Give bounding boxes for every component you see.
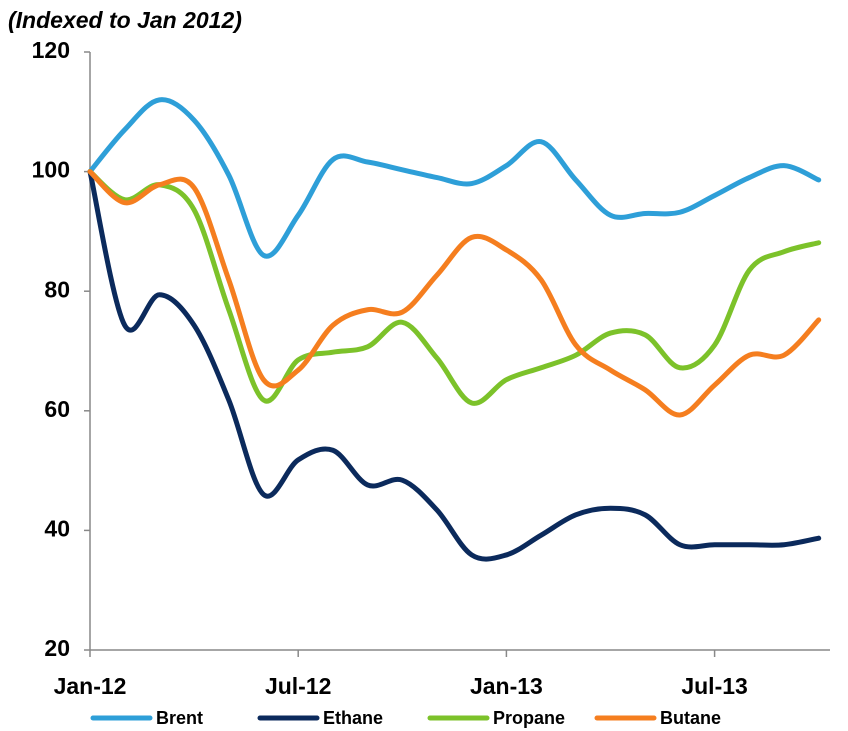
x-tick-label: Jan-12 [54,673,127,699]
series-line [87,169,822,418]
y-tick-label: 120 [32,37,70,63]
series-line [87,97,822,259]
x-tick-label: Jan-13 [470,673,543,699]
y-tick-label: 100 [32,157,70,183]
y-tick-label: 40 [44,515,70,541]
series-line [87,169,822,562]
y-tick-label: 60 [44,396,70,422]
x-tick-label: Jul-13 [681,673,747,699]
chart-subtitle: (Indexed to Jan 2012) [8,7,242,33]
x-tick-label: Jul-12 [265,673,331,699]
y-tick-label: 20 [44,635,70,661]
legend-label: Propane [493,708,565,728]
legend-label: Ethane [323,708,383,728]
series-line [87,169,822,406]
legend-label: Brent [156,708,203,728]
legend-label: Butane [660,708,721,728]
y-tick-label: 80 [44,276,70,302]
